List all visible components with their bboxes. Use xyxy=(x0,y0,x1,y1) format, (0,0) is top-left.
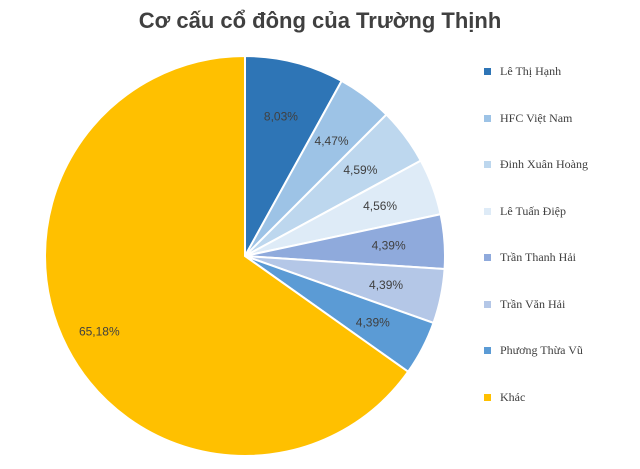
data-label-dinh-xuan-hoang: 4,59% xyxy=(343,163,377,177)
legend-swatch xyxy=(484,114,491,122)
data-label-le-tuan-diep: 4,56% xyxy=(363,199,397,213)
legend-swatch xyxy=(484,68,491,75)
legend-label: Đinh Xuân Hoàng xyxy=(500,157,588,171)
chart-title: Cơ cấu cổ đông của Trường Thịnh xyxy=(138,8,502,33)
data-label-tran-van-hai: 4,39% xyxy=(369,278,403,292)
legend-label: Trần Văn Hải xyxy=(500,296,566,311)
legend-swatch xyxy=(484,161,491,168)
legend-swatch xyxy=(484,207,491,215)
data-label-le-thi-hanh: 8,03% xyxy=(264,110,298,124)
chart-legend: Lê Thị Hạnh HFC Việt Nam Đinh Xuân Hoàng Lê… xyxy=(484,64,634,436)
legend-label: Lê Thị Hạnh xyxy=(500,64,562,78)
legend-label: Phương Thừa Vũ xyxy=(500,343,583,357)
pie-slice-khac xyxy=(44,54,410,457)
legend-item-dinh-xuan-hoang: Đinh Xuân Hoàng xyxy=(484,157,634,204)
legend-item-khac: Khác xyxy=(484,390,634,437)
legend-item-le-tuan-diep: Lê Tuấn Điệp xyxy=(484,204,634,251)
data-label-khac: 65,18% xyxy=(79,324,120,338)
legend-item-tran-van-hai: Trần Văn Hải xyxy=(484,297,634,344)
legend-item-phuong-thua-vu: Phương Thừa Vũ xyxy=(484,343,634,390)
legend-item-tran-thanh-hai: Trần Thanh Hải xyxy=(484,250,634,297)
legend-swatch xyxy=(484,300,491,308)
legend-swatch xyxy=(484,347,491,354)
legend-label: Khác xyxy=(500,389,526,404)
legend-label: Lê Tuấn Điệp xyxy=(500,203,566,218)
legend-swatch xyxy=(484,254,491,261)
data-label-tran-thanh-hai: 4,39% xyxy=(372,239,406,253)
legend-label: HFC Việt Nam xyxy=(500,110,573,125)
legend-label: Trần Thanh Hải xyxy=(500,250,576,264)
data-label-phuong-thua-vu: 4,39% xyxy=(356,315,390,329)
legend-swatch xyxy=(484,393,491,401)
legend-item-le-thi-hanh: Lê Thị Hạnh xyxy=(484,64,634,111)
legend-item-hfc-viet-nam: HFC Việt Nam xyxy=(484,111,634,158)
pie-slice-le-thi-hanh xyxy=(244,54,344,257)
data-label-hfc-viet-nam: 4,47% xyxy=(315,134,349,148)
